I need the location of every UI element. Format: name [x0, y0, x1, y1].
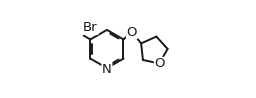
Text: O: O — [126, 26, 137, 39]
Text: O: O — [155, 57, 165, 70]
Text: Br: Br — [83, 21, 98, 34]
Text: N: N — [102, 63, 112, 76]
